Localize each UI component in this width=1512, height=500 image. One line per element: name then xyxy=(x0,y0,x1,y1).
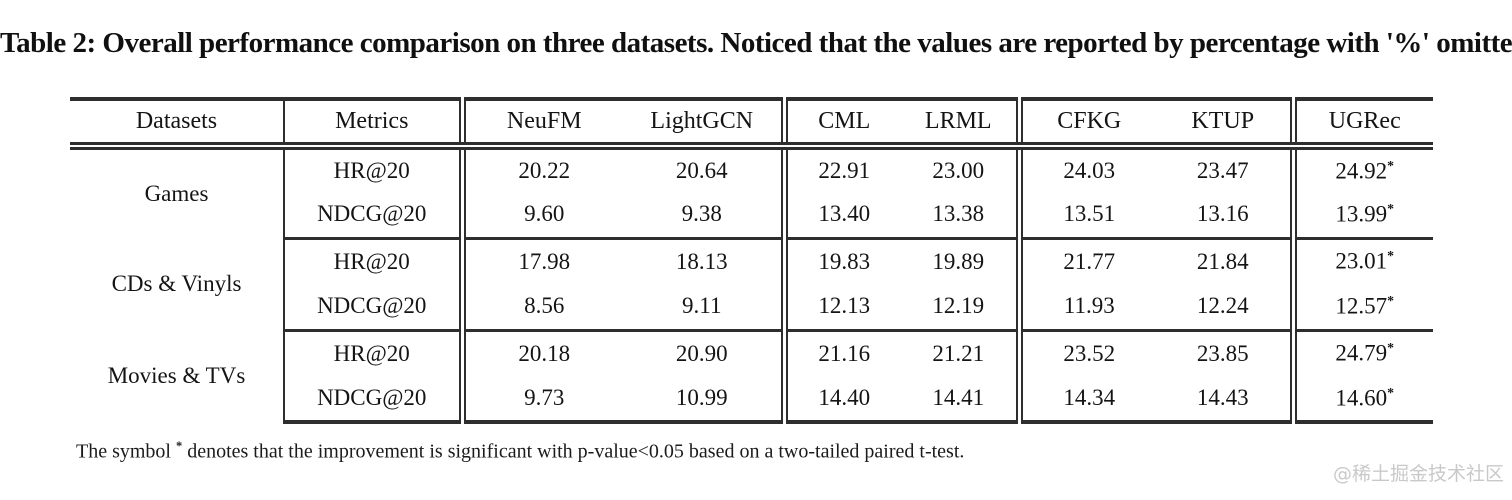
value-cell: 14.40 xyxy=(780,376,901,424)
value-text: 23.01 xyxy=(1335,249,1388,275)
value-cell: 21.77 xyxy=(1015,238,1156,284)
value-cell-ugrec: 24.92* xyxy=(1289,146,1433,192)
value-cell: 14.34 xyxy=(1015,376,1156,424)
value-cell: 22.91 xyxy=(780,146,901,192)
value-cell: 23.47 xyxy=(1196,158,1249,183)
column-header-cfkg: CFKG xyxy=(1015,97,1156,150)
footnote-star: * xyxy=(176,439,183,453)
footnote-suffix: denotes that the improvement is signific… xyxy=(182,440,965,463)
value-cell-best-baseline: 13.51 xyxy=(1015,192,1156,240)
column-header-neufm: NeuFM xyxy=(458,97,623,150)
value-cell: 11.93 xyxy=(1015,284,1156,332)
column-header-lrml: LRML xyxy=(901,97,1019,150)
value-text: 12.57 xyxy=(1335,293,1388,319)
significance-footnote: The symbol * denotes that the improvemen… xyxy=(76,439,964,464)
column-header-ktup: KTUP xyxy=(1156,97,1293,150)
value-cell: 10.99 xyxy=(623,376,784,424)
value-text: 13.99 xyxy=(1335,201,1388,227)
significance-star: * xyxy=(1387,200,1395,216)
footnote-prefix: The symbol xyxy=(76,440,171,463)
value-cell: 20.90 xyxy=(675,340,728,366)
value-cell: 20.64 xyxy=(675,158,728,183)
value-cell-ugrec: 24.79* xyxy=(1289,330,1433,376)
significance-star: * xyxy=(1387,292,1395,308)
significance-star: * xyxy=(1387,248,1395,264)
table-row: Movies & TVs HR@20 20.18 20.90 21.16 21.… xyxy=(70,330,1433,388)
value-cell: 12.13 xyxy=(780,284,901,332)
value-text: 24.79 xyxy=(1335,341,1388,367)
value-cell-best-baseline: 12.24 xyxy=(1156,284,1293,332)
table-caption: Table 2: Overall performance comparison … xyxy=(0,27,1512,59)
value-cell-best-baseline: 14.43 xyxy=(1156,376,1293,424)
value-cell: 9.11 xyxy=(623,284,784,332)
header-row: Datasets Metrics NeuFM LightGCN CML LRML… xyxy=(70,97,1433,150)
value-cell: 20.22 xyxy=(458,146,623,192)
dataset-label-cds-vinyls: CDs & Vinyls xyxy=(111,271,242,296)
metric-label: HR@20 xyxy=(283,238,462,284)
value-cell-best-baseline: 21.84 xyxy=(1196,248,1249,274)
value-text: 24.92 xyxy=(1335,158,1388,184)
value-cell-best-baseline: 24.03 xyxy=(1015,146,1156,192)
metric-label: NDCG@20 xyxy=(283,192,462,240)
column-header-metrics: Metrics xyxy=(283,97,462,150)
table-row: NDCG@20 8.56 9.11 12.13 12.19 11.93 12.2… xyxy=(70,284,1433,332)
value-cell: 19.89 xyxy=(932,248,985,274)
column-header-ugrec: UGRec xyxy=(1289,97,1433,150)
significance-star: * xyxy=(1387,384,1395,400)
value-cell: 13.16 xyxy=(1156,192,1293,240)
value-cell: 12.19 xyxy=(901,284,1019,332)
value-cell: 9.73 xyxy=(458,376,623,424)
column-header-cml: CML xyxy=(780,97,901,150)
value-cell: 20.18 xyxy=(458,330,623,376)
value-cell-best-baseline: 23.85 xyxy=(1196,340,1249,366)
value-cell: 17.98 xyxy=(458,238,623,284)
value-cell: 8.56 xyxy=(458,284,623,332)
metric-label: HR@20 xyxy=(283,146,462,192)
value-cell: 13.38 xyxy=(901,192,1019,240)
table-row: NDCG@20 9.60 9.38 13.40 13.38 13.51 13.1… xyxy=(70,192,1433,240)
value-cell: 19.83 xyxy=(780,238,901,284)
performance-table: Datasets Metrics NeuFM LightGCN CML LRML… xyxy=(70,97,1433,424)
value-cell-ugrec: 14.60* xyxy=(1289,376,1433,424)
table-row: Games HR@20 20.22 20.64 22.91 23.00 24.0… xyxy=(70,146,1433,206)
column-header-lightgcn: LightGCN xyxy=(623,97,784,150)
value-cell-ugrec: 13.99* xyxy=(1289,192,1433,240)
metric-label: HR@20 xyxy=(283,330,462,376)
significance-star: * xyxy=(1387,340,1395,356)
column-header-datasets: Datasets xyxy=(70,97,284,150)
table-row: CDs & Vinyls HR@20 17.98 18.13 19.83 19.… xyxy=(70,238,1433,296)
watermark: @稀土掘金技术社区 xyxy=(1332,463,1504,485)
value-cell: 9.60 xyxy=(458,192,623,240)
table-row: NDCG@20 9.73 10.99 14.40 14.41 14.34 14.… xyxy=(70,376,1433,424)
value-cell: 18.13 xyxy=(675,248,728,274)
metric-label: NDCG@20 xyxy=(283,376,462,424)
value-cell-ugrec: 23.01* xyxy=(1289,238,1433,284)
significance-star: * xyxy=(1387,157,1395,173)
dataset-label-movies-tvs: Movies & TVs xyxy=(107,363,246,388)
value-cell: 21.21 xyxy=(932,340,985,366)
value-cell: 23.00 xyxy=(932,158,985,183)
value-cell: 14.41 xyxy=(901,376,1019,424)
value-cell: 9.38 xyxy=(623,192,784,240)
value-text: 14.60 xyxy=(1335,385,1388,411)
value-cell: 13.40 xyxy=(780,192,901,240)
value-cell: 21.16 xyxy=(780,330,901,376)
metric-label: NDCG@20 xyxy=(283,284,462,332)
dataset-label-games: Games xyxy=(144,181,209,206)
value-cell: 23.52 xyxy=(1015,330,1156,376)
value-cell-ugrec: 12.57* xyxy=(1289,284,1433,332)
